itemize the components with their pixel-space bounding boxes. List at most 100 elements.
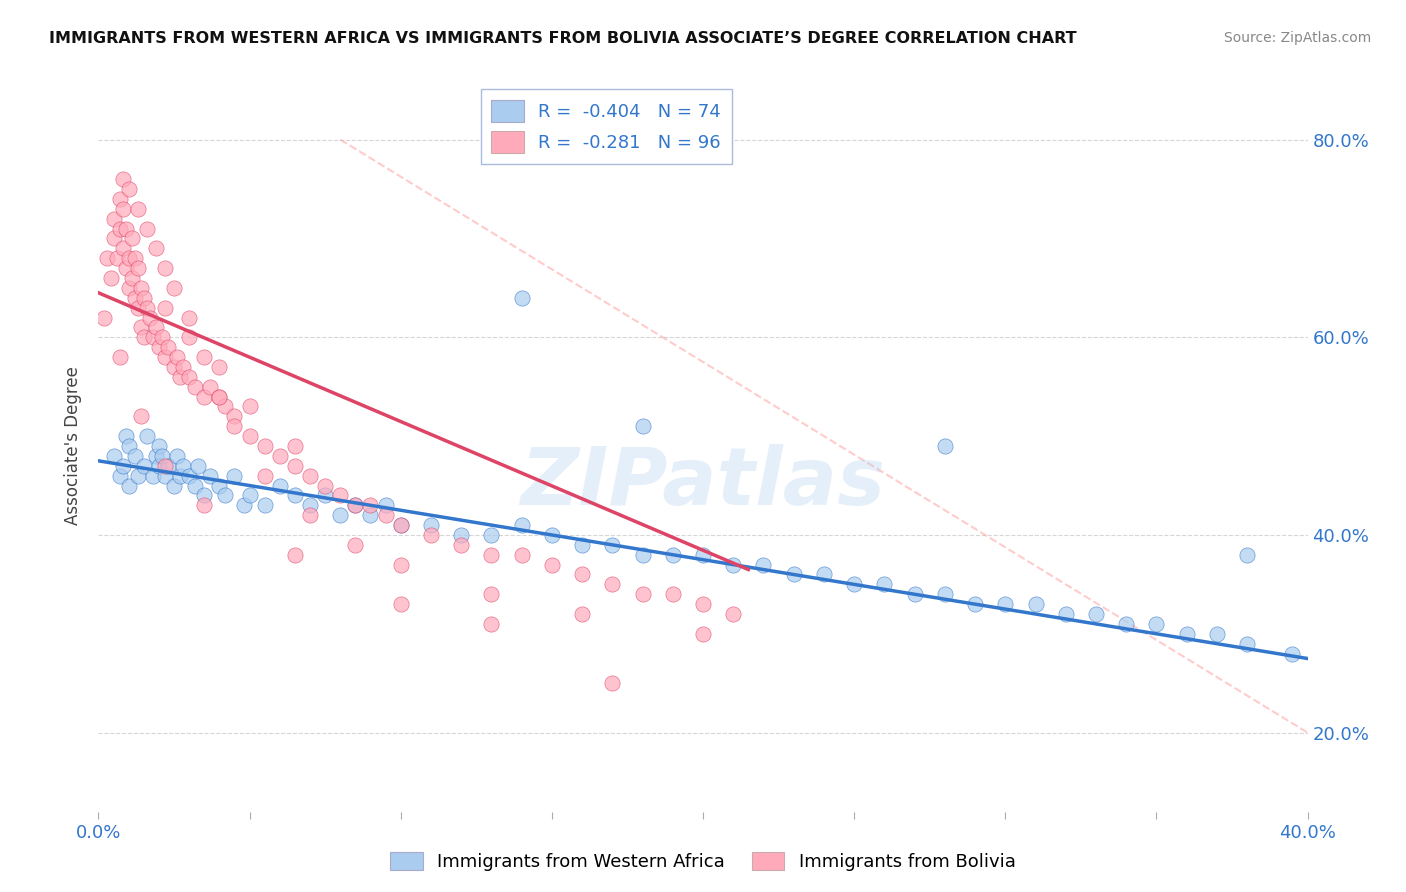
Point [284, 548, 307, 562]
Point [389, 518, 412, 533]
Point [1054, 607, 1077, 621]
Point [166, 449, 188, 463]
Point [129, 320, 152, 334]
Legend: Immigrants from Western Africa, Immigrants from Bolivia: Immigrants from Western Africa, Immigran… [382, 845, 1024, 879]
Y-axis label: Associate's Degree: Associate's Degree [65, 367, 83, 525]
Point [135, 301, 157, 315]
Point [571, 567, 593, 582]
Point [994, 597, 1017, 611]
Point [723, 558, 745, 572]
Point [420, 528, 443, 542]
Point [169, 468, 191, 483]
Point [389, 518, 412, 533]
Text: ZIPatlas: ZIPatlas [520, 443, 886, 522]
Point [124, 291, 146, 305]
Point [179, 310, 201, 325]
Point [139, 310, 162, 325]
Text: IMMIGRANTS FROM WESTERN AFRICA VS IMMIGRANTS FROM BOLIVIA ASSOCIATE’S DEGREE COR: IMMIGRANTS FROM WESTERN AFRICA VS IMMIGR… [49, 31, 1077, 46]
Point [1024, 597, 1046, 611]
Point [163, 359, 186, 374]
Point [150, 449, 173, 463]
Point [510, 548, 533, 562]
Point [389, 558, 412, 572]
Point [103, 449, 125, 463]
Point [284, 439, 307, 453]
Point [118, 478, 141, 492]
Point [661, 587, 683, 601]
Point [314, 478, 336, 492]
Point [111, 202, 134, 216]
Point [269, 478, 291, 492]
Point [163, 281, 186, 295]
Point [156, 458, 179, 473]
Point [450, 528, 472, 542]
Point [481, 616, 503, 631]
Point [360, 508, 382, 523]
Point [132, 291, 155, 305]
Point [179, 330, 201, 344]
Point [540, 528, 562, 542]
Text: Source: ZipAtlas.com: Source: ZipAtlas.com [1223, 31, 1371, 45]
Point [214, 400, 236, 414]
Point [602, 577, 624, 591]
Point [163, 478, 186, 492]
Point [631, 587, 654, 601]
Point [1175, 627, 1198, 641]
Point [253, 439, 276, 453]
Point [253, 498, 276, 512]
Point [111, 241, 134, 255]
Point [153, 350, 176, 364]
Point [208, 478, 231, 492]
Point [129, 409, 152, 424]
Point [299, 498, 322, 512]
Point [314, 488, 336, 502]
Point [121, 231, 143, 245]
Point [844, 577, 866, 591]
Point [360, 498, 382, 512]
Point [193, 488, 215, 502]
Point [752, 558, 775, 572]
Point [156, 340, 179, 354]
Point [481, 528, 503, 542]
Point [135, 429, 157, 443]
Point [344, 538, 367, 552]
Point [108, 221, 131, 235]
Point [631, 548, 654, 562]
Point [1206, 627, 1229, 641]
Point [284, 458, 307, 473]
Point [124, 251, 146, 265]
Point [299, 468, 322, 483]
Point [1115, 616, 1137, 631]
Point [873, 577, 896, 591]
Point [193, 498, 215, 512]
Point [208, 390, 231, 404]
Point [239, 400, 262, 414]
Point [93, 310, 115, 325]
Point [214, 488, 236, 502]
Point [96, 251, 118, 265]
Point [692, 548, 714, 562]
Point [145, 449, 167, 463]
Point [179, 369, 201, 384]
Point [481, 587, 503, 601]
Point [284, 488, 307, 502]
Point [208, 390, 231, 404]
Point [224, 409, 246, 424]
Point [344, 498, 367, 512]
Point [602, 538, 624, 552]
Point [142, 330, 165, 344]
Point [1144, 616, 1167, 631]
Point [153, 301, 176, 315]
Point [1236, 548, 1258, 562]
Point [232, 498, 254, 512]
Point [208, 359, 231, 374]
Point [124, 449, 146, 463]
Point [193, 390, 215, 404]
Point [172, 359, 194, 374]
Point [374, 498, 396, 512]
Point [103, 231, 125, 245]
Point [602, 676, 624, 690]
Point [108, 192, 131, 206]
Point [172, 458, 194, 473]
Point [184, 478, 207, 492]
